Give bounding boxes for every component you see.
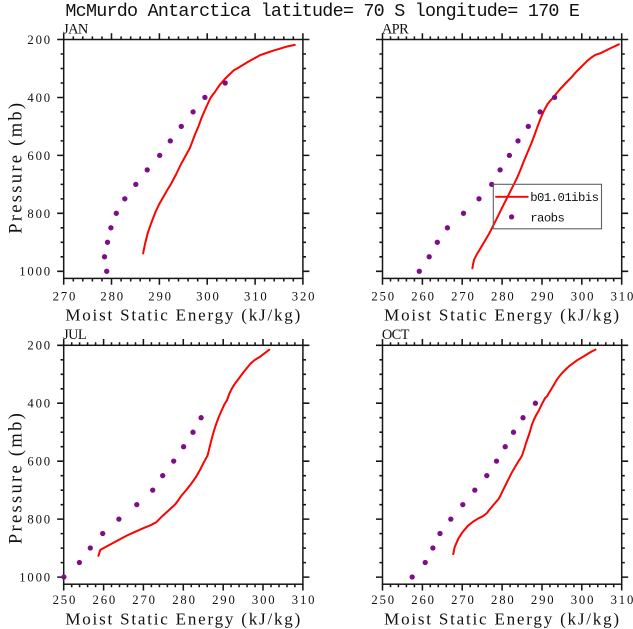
svg-text:270: 270 xyxy=(451,289,476,303)
svg-text:310: 310 xyxy=(244,289,269,303)
svg-text:280: 280 xyxy=(100,289,125,303)
svg-text:JUL: JUL xyxy=(63,327,86,343)
svg-text:250: 250 xyxy=(371,593,396,607)
svg-text:250: 250 xyxy=(53,593,78,607)
svg-text:400: 400 xyxy=(27,91,52,105)
svg-text:270: 270 xyxy=(132,593,157,607)
svg-text:800: 800 xyxy=(27,207,52,221)
svg-text:200: 200 xyxy=(27,33,52,47)
svg-text:Moist Static Energy (kJ/kg): Moist Static Energy (kJ/kg) xyxy=(384,306,621,325)
svg-text:310: 310 xyxy=(611,593,633,607)
svg-text:b01.01ibis: b01.01ibis xyxy=(530,191,598,205)
svg-text:280: 280 xyxy=(491,593,516,607)
svg-text:310: 310 xyxy=(611,289,633,303)
svg-text:Moist Static Energy (kJ/kg): Moist Static Energy (kJ/kg) xyxy=(384,610,621,629)
svg-text:280: 280 xyxy=(172,593,197,607)
svg-text:260: 260 xyxy=(93,593,118,607)
svg-text:300: 300 xyxy=(571,289,596,303)
svg-text:McMurdo Antarctica latitude=: McMurdo Antarctica latitude= 70 S longit… xyxy=(65,1,580,22)
svg-text:270: 270 xyxy=(451,593,476,607)
svg-text:JAN: JAN xyxy=(63,21,89,37)
svg-text:OCT: OCT xyxy=(382,327,410,343)
svg-text:1000: 1000 xyxy=(19,571,52,585)
svg-text:1000: 1000 xyxy=(19,265,52,279)
svg-text:290: 290 xyxy=(531,593,556,607)
svg-text:250: 250 xyxy=(371,289,396,303)
svg-text:600: 600 xyxy=(27,455,52,469)
svg-text:290: 290 xyxy=(148,289,173,303)
svg-text:raobs: raobs xyxy=(530,211,564,225)
svg-text:Moist Static Energy (kJ/kg): Moist Static Energy (kJ/kg) xyxy=(65,610,302,629)
svg-text:310: 310 xyxy=(292,593,317,607)
svg-text:300: 300 xyxy=(196,289,221,303)
svg-text:260: 260 xyxy=(411,593,436,607)
svg-text:Pressure (mb): Pressure (mb) xyxy=(7,411,27,544)
svg-text:290: 290 xyxy=(212,593,237,607)
svg-text:320: 320 xyxy=(292,289,317,303)
svg-text:300: 300 xyxy=(571,593,596,607)
svg-text:270: 270 xyxy=(53,289,78,303)
svg-text:APR: APR xyxy=(382,21,409,37)
svg-text:280: 280 xyxy=(491,289,516,303)
svg-text:260: 260 xyxy=(411,289,436,303)
svg-text:400: 400 xyxy=(27,397,52,411)
svg-text:300: 300 xyxy=(252,593,277,607)
svg-text:290: 290 xyxy=(531,289,556,303)
svg-text:Pressure (mb): Pressure (mb) xyxy=(7,101,27,234)
svg-text:800: 800 xyxy=(27,513,52,527)
svg-text:600: 600 xyxy=(27,149,52,163)
svg-text:200: 200 xyxy=(27,339,52,353)
svg-text:Moist Static Energy (kJ/kg): Moist Static Energy (kJ/kg) xyxy=(65,306,302,325)
